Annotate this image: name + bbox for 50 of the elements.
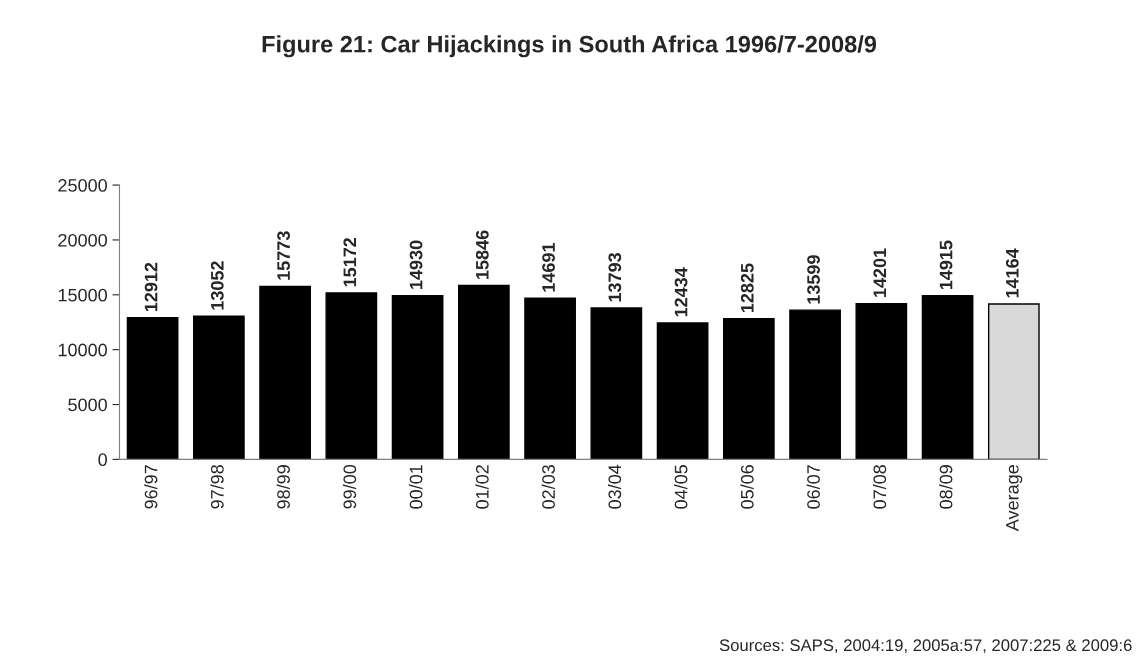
y-tick-label: 10000 [58,343,107,357]
data-label: 13599 [807,255,820,304]
x-tick-label: 01/02 [475,465,489,509]
x-tick-label: 07/08 [872,465,887,509]
data-label: 15172 [343,237,357,287]
x-tick-label: 05/06 [740,465,754,509]
data-label: 12825 [740,263,754,313]
bar [987,303,1040,460]
chart-title: Figure 21: Car Hijackings in South Africa 1996/7-2008/9 [262,35,877,58]
y-tick-label: 0 [98,453,107,467]
y-tick-label: 25000 [58,179,107,192]
bar [391,294,444,460]
bar [722,317,775,460]
bar [921,295,974,460]
bar [192,315,245,460]
x-tick-label: 02/03 [541,465,555,509]
x-tick-label: 03/04 [607,464,622,509]
bar [325,292,378,460]
x-tick-label: 00/01 [409,465,423,509]
bar [126,317,179,460]
x-tick-label: 97/98 [210,465,224,509]
data-label: 14930 [409,240,423,289]
x-tick-label: 99/00 [342,464,357,509]
data-label: 13793 [608,253,622,302]
bar [855,302,908,460]
y-tick-label: 15000 [58,288,107,302]
bar [656,322,709,460]
bar [590,307,643,460]
x-tick-label: 04/05 [674,465,688,509]
bar [457,284,510,460]
x-tick-label: 96/97 [144,465,158,509]
source-note: Sources: SAPS, 2004:19, 2005a:57, 2007:225 & 2009:6 [719,639,1132,654]
data-label: 14201 [873,248,887,297]
data-label: 15773 [277,231,290,280]
x-tick-label: 06/07 [806,465,820,509]
x-tick-label: Average [1006,465,1023,532]
data-label: 12912 [144,262,158,312]
y-tick-label: 5000 [68,398,107,412]
data-label: 15846 [475,230,489,279]
data-label: 13052 [210,261,224,310]
y-tick-label: 20000 [58,233,107,247]
x-tick-label: 98/99 [276,465,290,509]
data-label: 14915 [939,240,953,290]
data-label: 14691 [542,243,555,292]
bar [259,285,311,460]
data-label: 14164 [1005,248,1019,298]
data-label: 12434 [674,267,688,317]
bar [524,297,576,460]
bar [789,309,841,460]
x-tick-label: 08/09 [939,465,953,509]
